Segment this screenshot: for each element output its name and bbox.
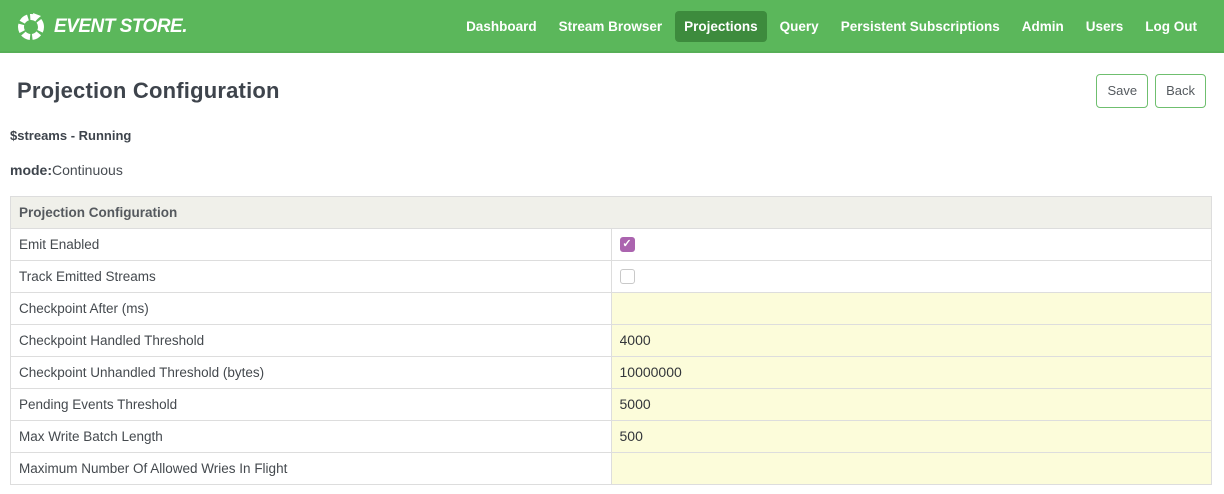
nav-item-log-out[interactable]: Log Out <box>1145 19 1197 34</box>
projection-config-table: Projection Configuration Emit Enabled ✓ Tr… <box>10 195 1212 485</box>
nav-item-stream-browser[interactable]: Stream Browser <box>558 19 663 34</box>
config-row: Checkpoint Handled Threshold <box>10 323 1212 357</box>
emit-enabled-checkbox[interactable]: ✓ <box>619 237 635 253</box>
max-write-batch-length-value-cell <box>610 419 1212 453</box>
track-emitted-streams-value-cell <box>610 259 1212 293</box>
config-row: Max Write Batch Length <box>10 419 1212 453</box>
checkpoint-after-ms-value-cell <box>610 291 1212 325</box>
projection-mode: mode:Continuous <box>10 162 1224 178</box>
maximum-number-of-allowed-wries-in-flight-value-cell <box>610 451 1212 485</box>
page-title: Projection Configuration <box>17 77 280 103</box>
checkpoint-unhandled-threshold-bytes-value-cell <box>610 355 1212 389</box>
config-row: Checkpoint After (ms) <box>10 291 1212 325</box>
nav-item-users[interactable]: Users <box>1085 19 1124 34</box>
emit-enabled-value-cell: ✓ <box>610 227 1212 261</box>
max-write-batch-length-input[interactable] <box>611 420 1211 452</box>
nav-items: Dashboard Stream Browser Projections Query P… <box>457 11 1206 42</box>
mode-label: mode: <box>10 161 52 178</box>
back-button[interactable]: Back <box>1155 74 1206 108</box>
maximum-number-of-allowed-wries-in-flight-input[interactable] <box>611 452 1211 484</box>
checkpoint-handled-threshold-value-cell <box>610 323 1212 357</box>
top-navbar: EVENT STORE. Dashboard Stream Browser Proj… <box>0 0 1224 53</box>
checkpoint-unhandled-threshold-bytes-label: Checkpoint Unhandled Threshold (bytes) <box>10 355 612 389</box>
config-row: Pending Events Threshold <box>10 387 1212 421</box>
maximum-number-of-allowed-wries-in-flight-label: Maximum Number Of Allowed Wries In Fligh… <box>10 451 612 485</box>
config-row: Maximum Number Of Allowed Wries In Fligh… <box>10 451 1212 485</box>
nav-item-query[interactable]: Query <box>779 19 819 34</box>
checkpoint-handled-threshold-input[interactable] <box>611 324 1211 356</box>
track-emitted-streams-checkbox[interactable] <box>619 269 635 285</box>
config-table-body: Emit Enabled ✓ Track Emitted Streams Checkp… <box>10 227 1212 485</box>
page-header: Projection Configuration Save Back <box>17 74 1206 108</box>
nav-item-admin[interactable]: Admin <box>1021 19 1064 34</box>
checkpoint-handled-threshold-label: Checkpoint Handled Threshold <box>10 323 612 357</box>
circular-arrow-icon <box>16 12 46 42</box>
checkpoint-after-ms-label: Checkpoint After (ms) <box>10 291 612 325</box>
config-row: Emit Enabled ✓ <box>10 227 1212 261</box>
nav-item-projections[interactable]: Projections <box>675 11 767 42</box>
header-buttons: Save Back <box>1096 74 1206 108</box>
event-store-logo[interactable]: EVENT STORE. <box>16 12 188 42</box>
brand-text: EVENT STORE. <box>54 15 188 37</box>
emit-enabled-label: Emit Enabled <box>10 227 612 261</box>
mode-value: Continuous <box>52 161 123 178</box>
config-row: Checkpoint Unhandled Threshold (bytes) <box>10 355 1212 389</box>
checkpoint-unhandled-threshold-bytes-input[interactable] <box>611 356 1211 388</box>
max-write-batch-length-label: Max Write Batch Length <box>10 419 612 453</box>
projection-status: $streams - Running <box>10 127 132 143</box>
save-button[interactable]: Save <box>1096 74 1149 108</box>
pending-events-threshold-label: Pending Events Threshold <box>10 387 612 421</box>
pending-events-threshold-input[interactable] <box>611 388 1211 420</box>
config-table-wrap: Projection Configuration Emit Enabled ✓ Tr… <box>10 195 1212 485</box>
config-row: Track Emitted Streams <box>10 259 1212 293</box>
nav-item-persistent-subscriptions[interactable]: Persistent Subscriptions <box>840 19 1000 34</box>
table-header: Projection Configuration <box>10 195 1212 229</box>
checkpoint-after-ms-input[interactable] <box>611 292 1211 324</box>
pending-events-threshold-value-cell <box>610 387 1212 421</box>
track-emitted-streams-label: Track Emitted Streams <box>10 259 612 293</box>
nav-item-dashboard[interactable]: Dashboard <box>466 19 537 34</box>
